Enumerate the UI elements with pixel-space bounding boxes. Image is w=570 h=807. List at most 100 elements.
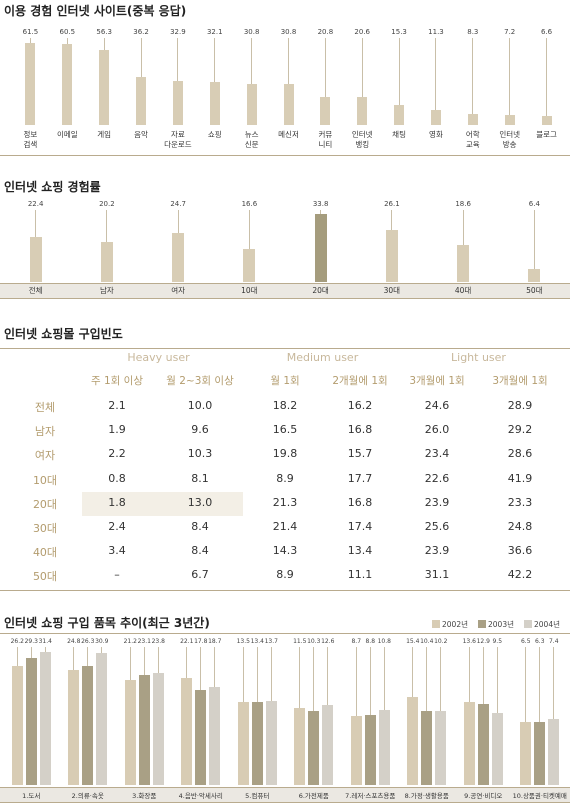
value-label: 6.6 (540, 28, 553, 36)
value-label: 10.3 (307, 638, 321, 645)
bar (548, 719, 560, 785)
value-label: 16.6 (241, 200, 258, 208)
stem (288, 38, 289, 84)
stem (66, 38, 68, 45)
value-label: 26.2 (10, 638, 24, 645)
value-label: 15.4 (406, 638, 420, 645)
stem (30, 647, 32, 658)
divider (0, 298, 570, 299)
stem (462, 210, 464, 245)
bar (251, 702, 263, 785)
value-label: 30.8 (280, 28, 297, 36)
value-label: 15.3 (391, 28, 407, 36)
table-cell: 23.9 (424, 544, 450, 558)
table-cell: 2.2 (108, 447, 126, 461)
table-cell: 11.1 (347, 568, 373, 582)
stem (256, 647, 258, 703)
stem (539, 647, 541, 723)
bar (246, 83, 257, 125)
bar (100, 241, 113, 282)
value-label: 13.4 (250, 638, 264, 645)
bar (364, 715, 376, 785)
table-cell: 31.1 (424, 568, 450, 582)
stem (157, 647, 159, 674)
value-label: 31.4 (38, 638, 52, 645)
divider (0, 590, 570, 591)
column-header: 2개월에 1회 (332, 375, 388, 387)
value-label: 32.9 (170, 28, 186, 36)
x-tick-label: 게임 (97, 130, 112, 139)
value-label: 60.5 (59, 28, 76, 36)
bar (477, 703, 489, 785)
x-tick-label: 9.공연·비디오 (464, 792, 503, 800)
legend-label: 2004년 (534, 620, 560, 629)
stem (103, 38, 105, 50)
value-label: 17.8 (194, 638, 208, 645)
bar (394, 104, 405, 125)
table-cell: 22.6 (424, 471, 450, 485)
table-cell: 18.2 (272, 399, 298, 412)
row-label: 10대 (32, 473, 58, 487)
legend-label: 2003년 (488, 620, 514, 629)
table-cell: 8.9 (276, 471, 294, 485)
x-tick-label: 4.음반·악세사리 (178, 792, 223, 800)
x-tick-label: 뉴스 신문 (244, 130, 259, 149)
x-tick-label: 10.상품권·티켓예매 (512, 792, 567, 800)
table-cell: 16.8 (347, 495, 373, 509)
bar (322, 704, 334, 785)
bar (265, 701, 277, 785)
bar (181, 677, 193, 785)
x-tick-label: 정보 검색 (23, 130, 38, 149)
stem (391, 210, 393, 230)
x-tick-label: 10대 (241, 286, 258, 295)
bar (350, 715, 362, 785)
bar (172, 232, 185, 282)
bar (99, 49, 110, 125)
bar (96, 653, 108, 785)
table-title: 인터넷 쇼핑몰 구입빈도 (4, 327, 123, 341)
value-label: 23.8 (151, 638, 165, 645)
bar (520, 721, 532, 785)
stem (525, 647, 527, 722)
x-tick-label: 50대 (526, 286, 543, 295)
stem (106, 210, 108, 242)
table-cell: 21.3 (272, 495, 298, 509)
x-tick-label: 8.가정·생활용품 (404, 792, 449, 800)
table-cell: 36.6 (507, 544, 533, 558)
stem (482, 647, 484, 704)
value-label: 7.2 (504, 28, 516, 36)
bar (504, 115, 515, 125)
legend-label: 2002년 (442, 620, 468, 629)
row-label: 전체 (34, 401, 56, 414)
stem (73, 647, 75, 671)
stem (468, 647, 470, 702)
divider (0, 633, 570, 634)
x-tick-label: 이메일 (56, 130, 78, 139)
column-header: 주 1회 이상 (91, 375, 143, 387)
x-tick-label: 자료 다운로드 (164, 130, 192, 149)
bar (430, 109, 441, 125)
bar (25, 42, 36, 125)
stem (299, 647, 301, 708)
value-label: 6.4 (528, 200, 540, 208)
legend-swatch (524, 620, 532, 628)
value-label: 6.5 (520, 638, 531, 645)
value-label: 12.9 (476, 638, 490, 645)
bar (435, 711, 447, 785)
value-label: 8.7 (351, 638, 362, 645)
value-label: 11.5 (293, 638, 307, 645)
row-label: 20대 (32, 497, 58, 511)
value-label: 26.1 (384, 200, 400, 208)
table-cell: 1.9 (108, 423, 126, 437)
stem (313, 647, 315, 712)
value-label: 8.8 (365, 638, 376, 645)
row-label: 40대 (32, 546, 58, 560)
stem (44, 647, 46, 652)
table-cell: 24.8 (507, 520, 533, 533)
stem (251, 38, 253, 84)
stem (129, 647, 131, 681)
x-tick-label: 1.도서 (22, 792, 41, 800)
table-cell: 28.9 (507, 399, 533, 412)
bar (407, 696, 419, 785)
